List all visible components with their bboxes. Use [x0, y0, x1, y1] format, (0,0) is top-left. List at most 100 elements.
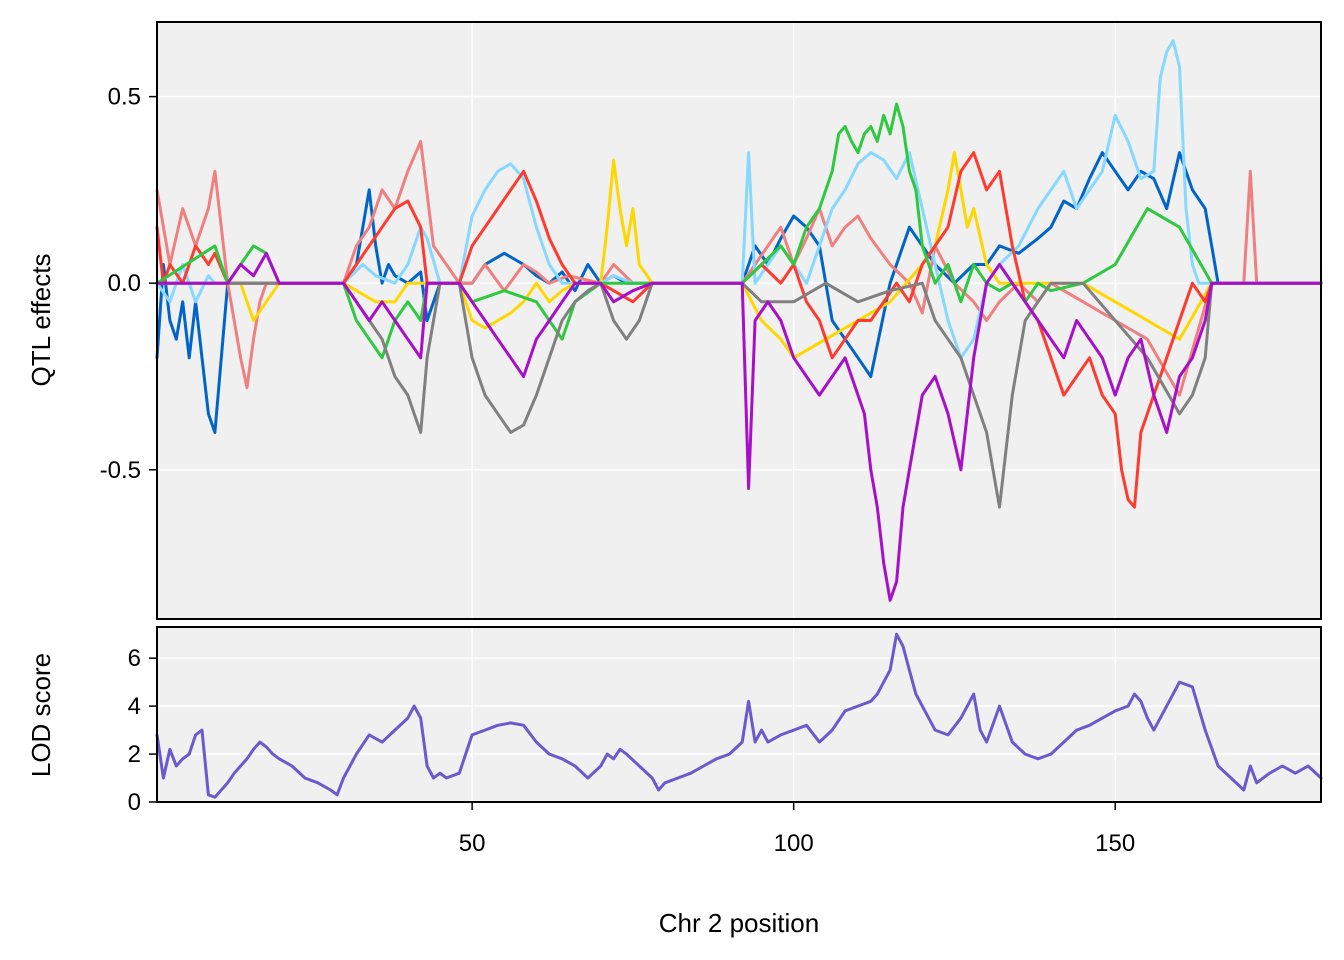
lod-data-point [831, 729, 833, 731]
effects-data-point [612, 274, 615, 277]
effects-data-point [760, 301, 763, 303]
effects-data-point [355, 245, 358, 247]
effects-data-point [805, 237, 808, 240]
lod-data-point [188, 753, 190, 755]
lod-data-point [181, 758, 184, 760]
effects-data-point [632, 289, 634, 292]
effects-data-point [239, 357, 242, 359]
effects-data-point [651, 282, 653, 285]
effects-data-point [246, 386, 248, 389]
effects-data-point [612, 263, 615, 266]
effects-data-point [1024, 319, 1026, 322]
lod-data-point [1088, 724, 1091, 727]
lod-data-point [921, 705, 924, 707]
effects-data-point [426, 357, 428, 359]
effects-data-point [1101, 170, 1104, 173]
lod-data-point [895, 633, 898, 635]
effects-data-point [407, 394, 409, 396]
effects-data-point [291, 282, 293, 285]
effects-data-point [1037, 301, 1039, 303]
effects-data-point [921, 282, 924, 285]
lod-data-point [998, 705, 1001, 707]
effects-data-point [837, 133, 840, 135]
x-axis-ticks: 50 100 150 [459, 802, 1135, 857]
effects-data-point [374, 274, 377, 277]
effects-data-point [850, 140, 853, 143]
lod-data-point [741, 741, 743, 743]
effects-data-point [1075, 207, 1078, 210]
effects-data-point [857, 357, 859, 359]
effects-data-point [998, 282, 1001, 285]
effects-data-point [1127, 357, 1129, 359]
effects-data-point [509, 431, 512, 434]
effects-data-point [587, 263, 589, 266]
effects-data-point [368, 338, 371, 341]
effects-data-point [831, 357, 833, 359]
lod-panel-background [157, 627, 1321, 802]
effects-data-point [870, 151, 872, 154]
effects-data-point [535, 338, 538, 341]
effects-data-point [895, 282, 898, 285]
effects-data-point [934, 245, 936, 247]
lod-data-point [535, 741, 538, 743]
effects-data-point [921, 263, 924, 266]
effects-panel-frame [156, 21, 1322, 620]
effects-data-point [1005, 450, 1007, 452]
lod-data-point [1255, 782, 1258, 784]
effects-data-point [265, 252, 268, 255]
effects-data-point [419, 226, 422, 228]
lod-data-point [291, 765, 293, 767]
effects-data-point [870, 319, 872, 322]
effects-data-point [780, 237, 782, 240]
effects-data-point [908, 301, 911, 303]
effects-data-point [381, 338, 383, 341]
effects-data-point [857, 151, 859, 154]
lod-data-point [625, 753, 628, 755]
effects-data-point [863, 413, 866, 415]
lod-data-point [915, 693, 917, 695]
effects-data-point [767, 263, 769, 266]
effects-data-point [194, 245, 197, 247]
effects-data-point [471, 215, 473, 217]
effects-data-point [252, 338, 255, 341]
lod-data-point [445, 777, 448, 779]
effects-data-point [947, 338, 949, 341]
effects-data-point [471, 245, 473, 247]
effects-data-point [1127, 498, 1129, 501]
effects-data-point [548, 282, 551, 285]
effects-data-point [844, 125, 846, 128]
effects-data-point [355, 319, 358, 322]
lod-data-point [882, 681, 885, 683]
effects-data-point [792, 301, 795, 303]
effects-data-point [407, 301, 409, 303]
effects-data-point [780, 282, 782, 285]
effects-data-point [805, 301, 808, 303]
effects-data-point [998, 263, 1001, 266]
lod-series-group [155, 632, 1323, 799]
effects-data-point [1140, 338, 1142, 341]
effects-data-point [619, 207, 621, 210]
effects-data-point [1204, 207, 1206, 210]
effects-data-point [741, 282, 743, 285]
lod-data-point [677, 777, 679, 779]
lod-data-point [728, 753, 731, 755]
effects-data-point [394, 207, 396, 210]
effects-data-point [497, 319, 499, 322]
effects-data-point [1088, 189, 1091, 191]
effects-data-point [818, 207, 821, 210]
lod-data-point [226, 782, 229, 784]
effects-data-point [831, 375, 833, 378]
effects-data-point [1204, 301, 1206, 303]
effects-panel: -0.5 0.0 0.5 QTL effects [26, 21, 1323, 620]
effects-data-point [1037, 207, 1039, 210]
lod-data-point [606, 753, 608, 755]
effects-data-point [458, 282, 461, 285]
lod-data-point [767, 741, 769, 743]
effects-data-point [895, 177, 898, 180]
effects-data-point [1075, 375, 1078, 378]
lod-data-point [548, 753, 551, 755]
effects-data-point [972, 357, 975, 359]
lod-data-point [1165, 705, 1168, 707]
effects-data-point [426, 282, 428, 285]
x-tick-label: 100 [774, 830, 814, 857]
